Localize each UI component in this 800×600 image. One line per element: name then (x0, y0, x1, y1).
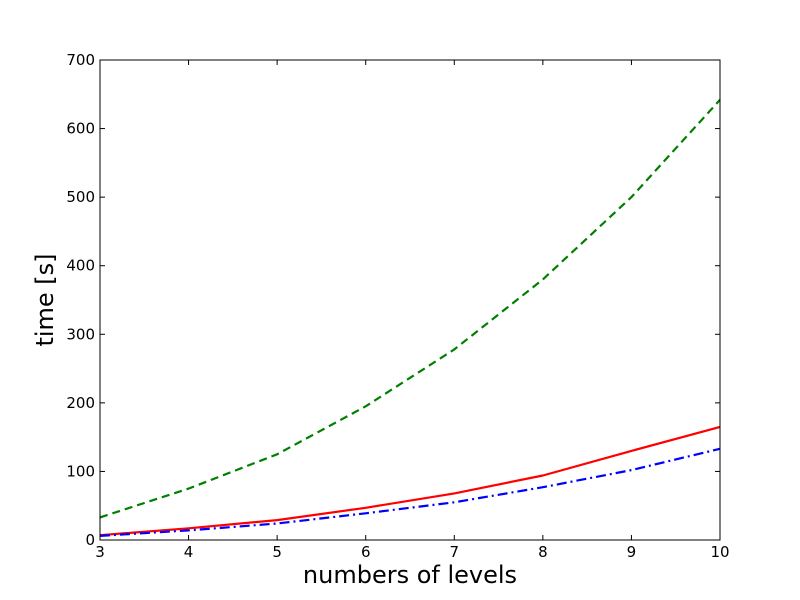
series-line-solid (99, 425, 721, 537)
y-tick-label: 400 (66, 257, 95, 275)
y-tick-label: 100 (66, 462, 95, 480)
series-line-dashdot (99, 447, 721, 537)
x-tick-label: 5 (272, 543, 282, 561)
y-tick-label: 0 (85, 531, 95, 549)
x-axis-label: numbers of levels (303, 561, 517, 589)
y-tick-label: 700 (66, 51, 95, 69)
x-tick-label: 10 (710, 543, 729, 561)
series-line-dashed (99, 99, 721, 519)
plot-frame (99, 59, 721, 541)
y-axis-label: time [s] (31, 253, 59, 346)
x-tick-label: 4 (184, 543, 194, 561)
y-tick-label: 300 (66, 325, 95, 343)
x-tick-label: 6 (361, 543, 371, 561)
x-tick-label: 3 (95, 543, 105, 561)
y-tick-label: 600 (66, 120, 95, 138)
x-tick-label: 7 (450, 543, 460, 561)
y-tick-label: 500 (66, 188, 95, 206)
y-tick-label: 200 (66, 394, 95, 412)
x-tick-label: 8 (538, 543, 548, 561)
series-layer (99, 99, 721, 537)
x-tick-label: 9 (627, 543, 637, 561)
